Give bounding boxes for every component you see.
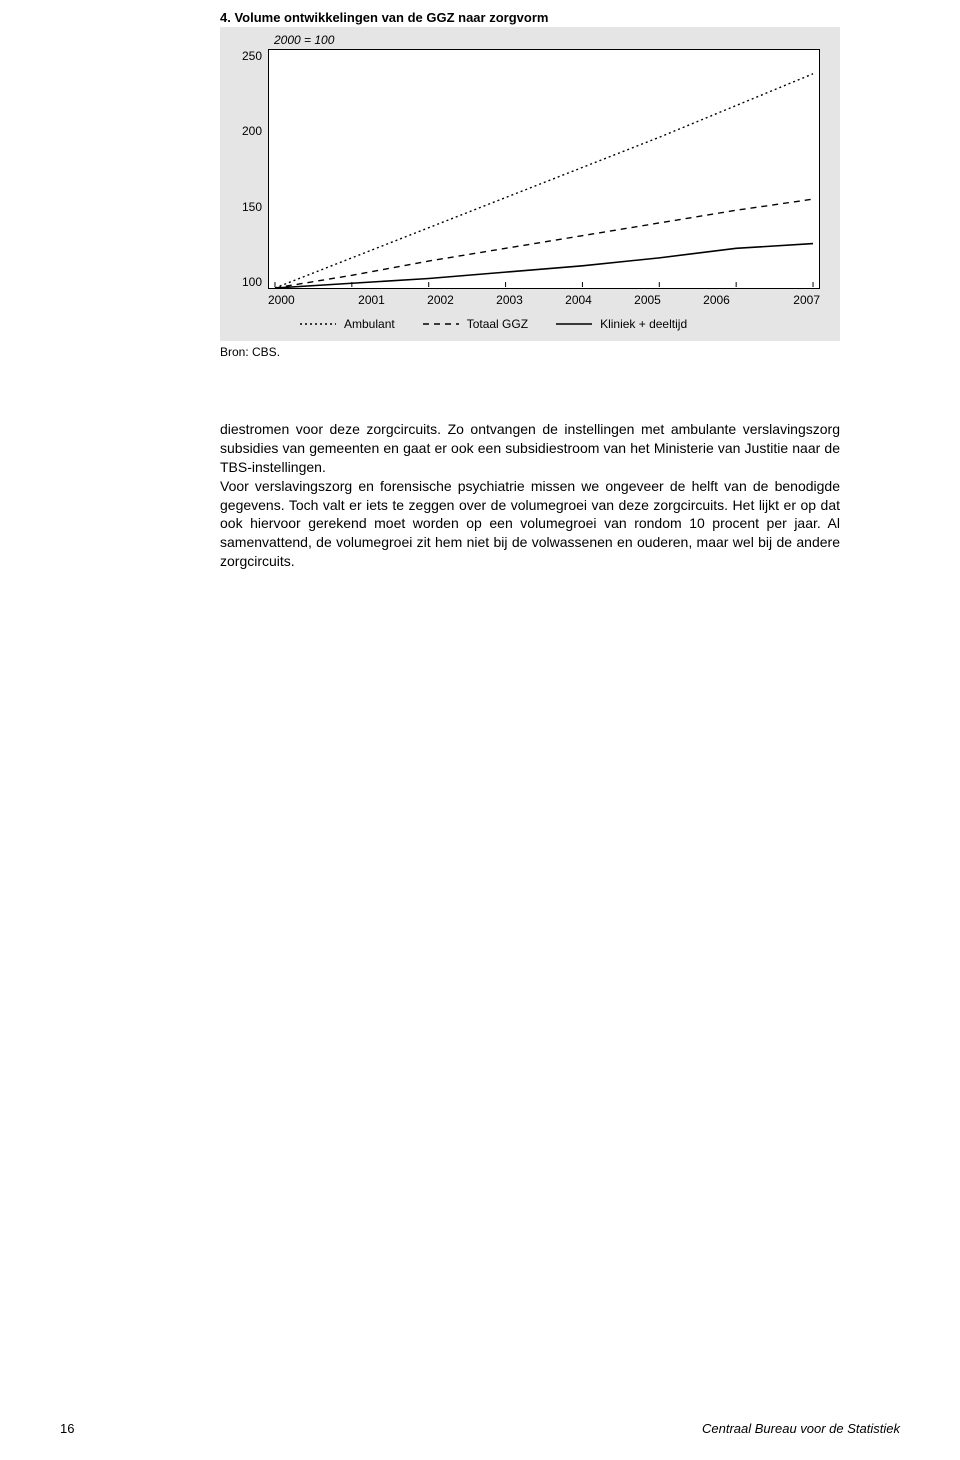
legend-label: Totaal GGZ [467,317,528,331]
y-axis: 250 200 150 100 [230,49,268,289]
x-tick-label: 2004 [544,293,613,307]
body-paragraph: Voor verslavingszorg en forensische psyc… [220,477,840,571]
x-tick-label: 2002 [406,293,475,307]
y-tick-label: 250 [242,49,262,63]
y-tick-label: 200 [242,124,262,138]
x-tick-label: 2006 [682,293,751,307]
plot-area [268,49,820,289]
legend-swatch [300,318,336,330]
chart-source: Bron: CBS. [220,345,840,359]
x-tick-label: 2001 [337,293,406,307]
x-tick-label: 2000 [268,293,337,307]
publisher-name: Centraal Bureau voor de Statistiek [702,1421,900,1436]
legend-label: Ambulant [344,317,395,331]
chart-block: 4. Volume ontwikkelingen van de GGZ naar… [220,10,840,359]
legend-label: Kliniek + deeltijd [600,317,687,331]
x-axis: 20002001200220032004200520062007 [268,289,820,307]
series-ambulant [275,74,813,288]
legend-swatch [423,318,459,330]
x-tick-label: 2005 [613,293,682,307]
page-footer: 16 Centraal Bureau voor de Statistiek [60,1421,900,1436]
body-paragraph: diestromen voor deze zorgcircuits. Zo on… [220,420,840,477]
x-tick-label: 2007 [751,293,820,307]
legend: Ambulant Totaal GGZ Kliniek + deeltijd [300,317,830,331]
legend-swatch [556,318,592,330]
legend-item: Kliniek + deeltijd [556,317,687,331]
series-kliniek-+-deeltijd [275,244,813,288]
legend-item: Ambulant [300,317,395,331]
plot-wrap: 250 200 150 100 [230,49,830,289]
chart-subtitle: 2000 = 100 [274,33,830,47]
chart-svg [269,50,819,288]
y-tick-label: 100 [242,275,262,289]
chart-panel: 2000 = 100 250 200 150 100 2000200120022003… [220,27,840,341]
series-totaal-ggz [275,199,813,288]
body-text: diestromen voor deze zorgcircuits. Zo on… [220,420,840,571]
x-tick-label: 2003 [475,293,544,307]
y-tick-label: 150 [242,200,262,214]
page-number: 16 [60,1421,74,1436]
legend-item: Totaal GGZ [423,317,528,331]
chart-title: 4. Volume ontwikkelingen van de GGZ naar… [220,10,840,25]
